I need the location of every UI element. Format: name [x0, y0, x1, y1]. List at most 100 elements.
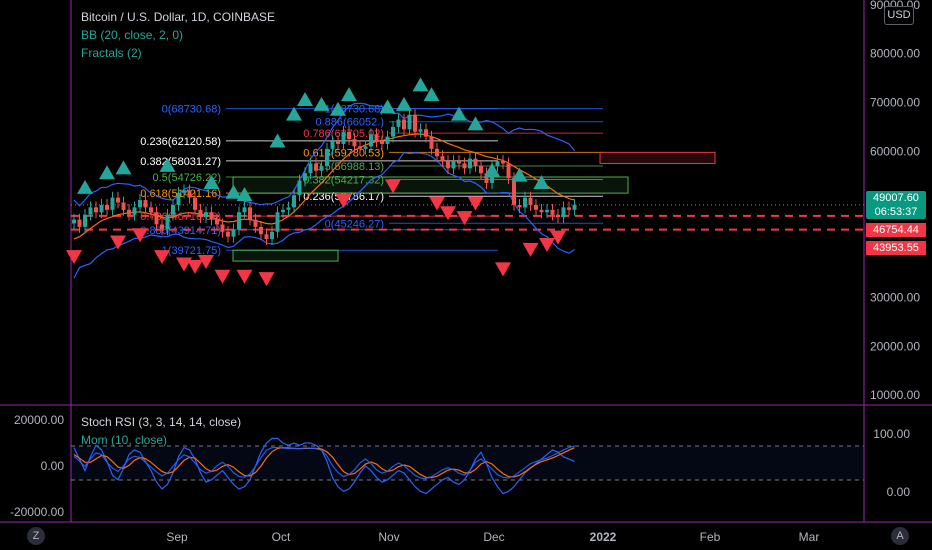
fractals-indicator-label[interactable]: Fractals (2) — [81, 46, 142, 60]
currency-button[interactable]: USD — [884, 6, 914, 25]
main-pane[interactable]: 0(68730.68) 0.236(62120.58) 0.382(58031.27… — [66, 77, 864, 287]
fib-zone-green — [232, 176, 629, 194]
fractal-up-marker — [77, 179, 93, 194]
candle-body — [479, 165, 483, 174]
mom-line — [73, 437, 575, 495]
fractal-down-marker — [495, 262, 511, 277]
lower-pane[interactable] — [71, 437, 864, 495]
fractal-up-marker — [286, 106, 302, 121]
candle-body — [171, 204, 175, 215]
candle-body — [198, 209, 203, 218]
lower-left-tick-label: -20000.00 — [10, 505, 64, 519]
candle-body — [495, 161, 500, 166]
candle-body — [534, 204, 538, 210]
candle-body — [270, 231, 274, 240]
candle-body — [88, 207, 93, 215]
fractal-up-marker — [396, 96, 412, 111]
fractal-up-marker — [313, 96, 330, 111]
fib-left-level-label: 0.382(58031.27) — [140, 156, 221, 168]
y-axis-tick-label: 30000.00 — [870, 291, 920, 305]
candle-body — [99, 204, 104, 213]
candle-body — [528, 197, 533, 205]
fractal-down-marker — [132, 228, 148, 243]
candle-body — [347, 131, 351, 140]
stoch-k-line — [73, 445, 575, 480]
bb-upper-band — [73, 102, 575, 207]
stoch-rsi-label[interactable]: Stoch RSI (3, 3, 14, 14, close) — [81, 415, 242, 429]
fib-zone-green-low — [232, 249, 339, 262]
fractal-down-marker — [522, 242, 539, 257]
candle-body — [215, 219, 219, 225]
candle-body — [121, 202, 126, 210]
candle-body — [319, 165, 324, 171]
candle-body — [292, 195, 296, 208]
fractal-down-marker — [467, 196, 484, 211]
candle-body — [473, 158, 478, 166]
candle-body — [248, 207, 252, 220]
candle-body — [259, 226, 263, 235]
lower-right-tick-label: 0.00 — [887, 485, 911, 499]
lower-right-tick-label: 100.00 — [873, 427, 910, 441]
candle-body — [550, 209, 555, 215]
fractal-up-marker — [511, 167, 528, 182]
y-axis-tick-label: 90000.00 — [870, 0, 920, 12]
candle-body — [154, 212, 159, 225]
last-price-tag: 49007.60 06:53:37 — [866, 191, 926, 219]
fib-left-level-label: 0.786(46716.66) — [140, 211, 221, 223]
bb-lower-band — [73, 152, 575, 279]
candle-body — [231, 229, 236, 237]
fractal-up-marker — [236, 187, 253, 202]
auto-scale-button[interactable]: A — [891, 527, 909, 545]
fib-left-level-label: 0(68730.68) — [162, 104, 221, 116]
y-axis-tick-label: 60000.00 — [870, 144, 920, 158]
x-axis-tick-label: Mar — [799, 530, 820, 544]
bar-countdown: 06:53:37 — [874, 206, 918, 218]
fib-left-level-label: 1(39721.75) — [162, 245, 221, 257]
fractal-up-marker — [533, 174, 550, 189]
stoch-d-line — [73, 447, 575, 479]
fib-left-level-label: 0.236(62120.58) — [140, 136, 221, 148]
candle-body — [165, 214, 170, 230]
candle-body — [110, 197, 115, 210]
candle-body — [204, 212, 208, 218]
candle-body — [468, 158, 472, 169]
candle-body — [308, 163, 313, 174]
candle-body — [512, 178, 516, 205]
candle-body — [484, 173, 489, 183]
candle-body — [407, 114, 412, 130]
fractal-down-marker — [539, 237, 555, 252]
candle-body — [369, 134, 373, 147]
candle-body — [380, 141, 384, 144]
candle-body — [314, 163, 318, 171]
fractal-up-marker — [99, 165, 115, 180]
candle-body — [160, 224, 164, 230]
fib-right-level-label: 0(45246.27) — [325, 218, 384, 230]
bb-indicator-label[interactable]: BB (20, close, 2, 0) — [81, 28, 184, 42]
candle-body — [341, 131, 346, 144]
candle-body — [374, 134, 379, 142]
x-axis-tick-label: Sep — [166, 530, 188, 544]
x-axis-tick-label: Nov — [378, 530, 399, 544]
candle-body — [572, 204, 577, 210]
candle-body — [451, 161, 456, 169]
auto-zoom-button[interactable]: Z — [27, 527, 45, 545]
fractal-down-marker — [258, 272, 275, 287]
y-axis-tick-label: 10000.00 — [870, 388, 920, 402]
fractal-down-marker — [385, 179, 401, 194]
fractal-down-marker — [66, 250, 82, 265]
mom-label[interactable]: Mom (10, close) — [81, 433, 168, 447]
candle-body — [116, 197, 120, 203]
fractal-down-marker — [335, 194, 352, 209]
candle-body — [429, 136, 434, 149]
candle-body — [127, 209, 131, 215]
candle-body — [567, 207, 571, 210]
candle-body — [545, 209, 549, 213]
candle-body — [424, 129, 428, 137]
lower-left-tick-label: 20000.00 — [14, 413, 64, 427]
fractal-up-marker — [330, 101, 346, 116]
candle-body — [237, 212, 241, 230]
candle-body — [413, 114, 417, 132]
candle-body — [561, 207, 566, 218]
x-axis-tick-label: 2022 — [590, 530, 617, 544]
